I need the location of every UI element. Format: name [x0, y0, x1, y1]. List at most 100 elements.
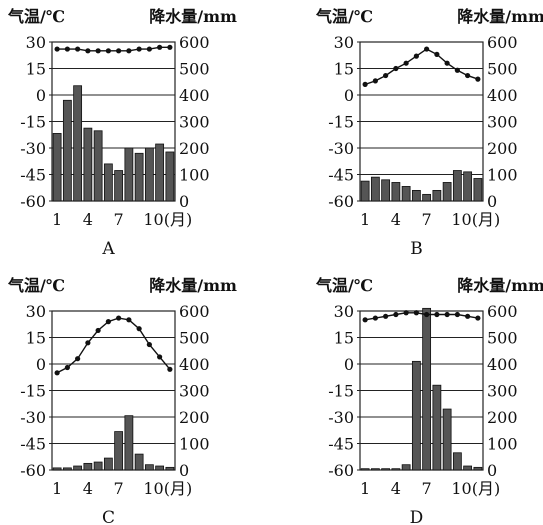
chart-d-x-tick-label: 10(月) — [451, 479, 500, 498]
chart-c-right-tick-label: 500 — [179, 329, 210, 348]
chart-c-temp-point — [75, 356, 80, 361]
chart-c-left-tick-label: -45 — [20, 435, 46, 454]
chart-c-precip-bar — [84, 463, 92, 470]
chart-d-precip-bar — [443, 409, 451, 470]
chart-d-temp-line — [365, 313, 478, 320]
chart-c-precip-bar — [156, 466, 164, 470]
chart-c-precip-bar — [115, 432, 123, 470]
chart-d-left-tick-label: 15 — [334, 329, 354, 348]
chart-c-left-axis-title: 气温/℃ — [7, 276, 65, 295]
chart-a-panel-label: A — [101, 239, 115, 259]
chart-b-temp-point — [404, 61, 409, 66]
chart-a-precip-bar — [145, 148, 153, 201]
chart-c-right-tick-label: 100 — [179, 435, 210, 454]
chart-a-precip-bar — [156, 144, 164, 201]
chart-c-temp-point — [106, 319, 111, 324]
chart-a-left-axis-title: 气温/℃ — [7, 7, 65, 26]
chart-c-precip-bar — [125, 416, 133, 470]
chart-a: 气温/℃ 降水量/mm 30 15 0 -15 -30 -45 -60 600 500 400 300 2… — [7, 7, 237, 259]
chart-b-left-tick-label: -45 — [328, 166, 354, 185]
chart-a-temp-point — [167, 45, 172, 50]
chart-c-left-tick-label: -30 — [20, 408, 46, 427]
chart-a-precip-bar — [63, 100, 71, 201]
chart-a-right-tick-label: 400 — [179, 86, 210, 105]
chart-d-left-tick-label: 0 — [344, 355, 354, 374]
chart-a-temp-point — [147, 46, 152, 51]
chart-b-temp-point — [465, 73, 470, 78]
chart-c-left-tick-label: 15 — [26, 329, 46, 348]
chart-a-left-tick-label: -30 — [20, 139, 46, 158]
chart-d-temp-point — [414, 310, 419, 315]
chart-a-precip-bar — [125, 148, 133, 201]
chart-d-precip-bar — [412, 361, 420, 470]
chart-d-precip-bar — [423, 308, 431, 470]
chart-b-precip-bar — [371, 177, 379, 201]
chart-a-left-tick-label: -45 — [20, 166, 46, 185]
chart-a-right-tick-label: 600 — [179, 33, 210, 52]
chart-d-right-tick-label: 300 — [487, 382, 518, 401]
chart-b-precip-bar — [412, 190, 420, 201]
chart-b-temp-line — [365, 49, 478, 84]
chart-b-x-tick-label: 1 — [360, 210, 370, 229]
chart-c-precip-bar — [145, 465, 153, 470]
chart-b-precip-bar — [433, 190, 441, 201]
chart-a-temp-point — [137, 46, 142, 51]
chart-a-temp-point — [116, 48, 121, 53]
chart-d-temp-point — [475, 315, 480, 320]
chart-c-precip-bar — [135, 454, 143, 470]
chart-b-left-tick-label: 30 — [334, 33, 354, 52]
chart-c-right-axis-title: 降水量/mm — [149, 276, 237, 295]
chart-b-right-axis-title: 降水量/mm — [457, 7, 543, 26]
chart-d-temp-point — [424, 312, 429, 317]
chart-c-panel-label: C — [102, 508, 115, 525]
chart-d-right-tick-label: 600 — [487, 302, 518, 321]
chart-b-precip-bar — [423, 194, 431, 201]
chart-a-left-tick-label: -15 — [20, 113, 46, 132]
chart-d-right-tick-label: 400 — [487, 355, 518, 374]
chart-b-right-tick-label: 100 — [487, 166, 518, 185]
chart-b-temp-point — [414, 54, 419, 59]
chart-a-precip-bar — [84, 128, 92, 201]
chart-b-precip-bar — [474, 178, 482, 201]
chart-b-temp-point — [363, 82, 368, 87]
chart-c-temp-point — [157, 354, 162, 359]
chart-d-temp-point — [465, 314, 470, 319]
chart-b-right-tick-label: 600 — [487, 33, 518, 52]
chart-a-left-tick-label: 15 — [26, 60, 46, 79]
chart-d-temp-point — [434, 312, 439, 317]
chart-b-right-tick-label: 200 — [487, 139, 518, 158]
chart-c-precip-bar — [74, 466, 82, 470]
chart-b-precip-bar — [464, 172, 472, 201]
chart-c-right-tick-label: 300 — [179, 382, 210, 401]
chart-c-precip-bar — [63, 468, 71, 470]
chart-d-precip-bar — [371, 469, 379, 470]
chart-d-precip-bar — [402, 465, 410, 470]
chart-a-right-tick-label: 500 — [179, 60, 210, 79]
chart-c-temp-point — [85, 340, 90, 345]
chart-c-left-tick-label: 0 — [36, 355, 46, 374]
chart-b-left-tick-label: 0 — [344, 86, 354, 105]
chart-b-panel-label: B — [410, 239, 423, 259]
chart-d-left-axis-title: 气温/℃ — [315, 276, 373, 295]
chart-d-left-tick-label: -45 — [328, 435, 354, 454]
chart-b-left-axis-title: 气温/℃ — [315, 7, 373, 26]
chart-a-x-tick-label: 7 — [114, 210, 124, 229]
chart-c-x-tick-label: 10(月) — [143, 479, 192, 498]
chart-a-x-tick-label: 4 — [83, 210, 93, 229]
chart-c-precip-bar — [166, 467, 174, 470]
chart-a-precip-bar — [135, 153, 143, 201]
chart-b-temp-point — [434, 52, 439, 57]
chart-d-precip-bar — [474, 467, 482, 470]
chart-a-right-axis-title: 降水量/mm — [149, 7, 237, 26]
chart-b-temp-point — [445, 61, 450, 66]
chart-a-temp-point — [85, 48, 90, 53]
chart-c-x-tick-label: 4 — [83, 479, 93, 498]
chart-b: 气温/℃ 降水量/mm 30 15 0 -15 -30 -45 -60 600 500 400 300 2… — [315, 7, 543, 259]
chart-a-temp-point — [55, 46, 60, 51]
chart-d-x-tick-label: 1 — [360, 479, 370, 498]
chart-b-precip-bar — [453, 171, 461, 201]
chart-a-temp-point — [65, 46, 70, 51]
chart-a-precip-bar — [53, 133, 61, 201]
chart-d-left-tick-label: -60 — [328, 461, 354, 480]
